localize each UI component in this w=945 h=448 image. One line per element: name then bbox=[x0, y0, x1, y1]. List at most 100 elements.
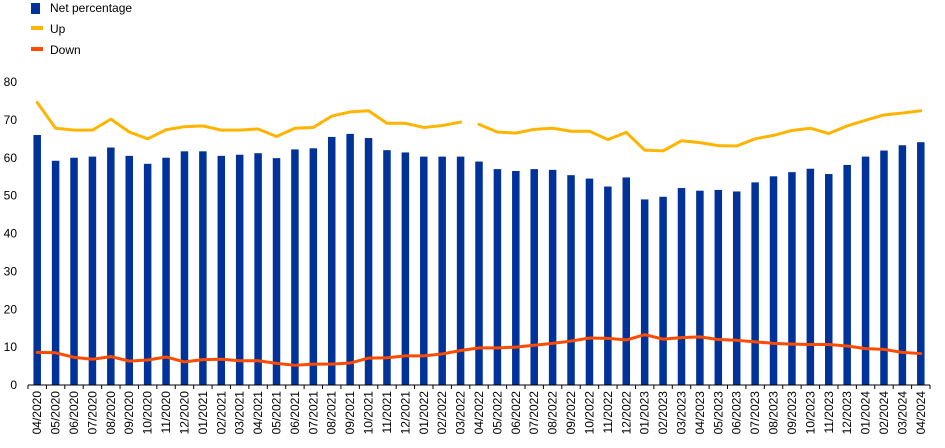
x-tick-label: 05/2022 bbox=[490, 391, 504, 435]
bar-net-percentage bbox=[235, 154, 244, 385]
x-tick-label: 04/2020 bbox=[30, 391, 44, 435]
bar-net-percentage bbox=[420, 156, 428, 385]
x-tick-label: 08/2023 bbox=[767, 391, 781, 435]
x-tick-label: 01/2022 bbox=[417, 391, 431, 435]
legend-item-down: Down bbox=[31, 43, 81, 57]
x-tick-label: 01/2021 bbox=[196, 391, 210, 435]
x-tick-label: 08/2020 bbox=[104, 391, 118, 435]
x-tick-label: 09/2023 bbox=[785, 391, 799, 435]
bar-net-percentage bbox=[125, 155, 133, 385]
x-tick-label: 04/2023 bbox=[693, 391, 707, 435]
x-tick-label: 02/2024 bbox=[877, 391, 891, 435]
bar-net-percentage bbox=[70, 157, 78, 385]
bar-net-percentage bbox=[180, 151, 189, 385]
lines bbox=[35, 100, 923, 367]
bar-net-percentage bbox=[272, 158, 281, 385]
x-tick-label: 02/2022 bbox=[435, 391, 449, 435]
bar-net-percentage bbox=[33, 135, 41, 385]
legend-swatch-bar bbox=[31, 3, 40, 14]
bar-net-percentage bbox=[714, 189, 723, 385]
line-up bbox=[477, 109, 923, 153]
bar-net-percentage bbox=[769, 176, 778, 385]
x-tick-label: 10/2023 bbox=[803, 391, 817, 435]
x-tick-label: 05/2021 bbox=[270, 391, 284, 435]
y-tick-label: 40 bbox=[4, 227, 18, 241]
x-tick-label: 07/2023 bbox=[748, 391, 762, 435]
x-tick-label: 02/2023 bbox=[656, 391, 670, 435]
x-tick-label: 06/2020 bbox=[67, 391, 81, 435]
x-tick-label: 03/2023 bbox=[674, 391, 688, 435]
x-tick-label: 10/2022 bbox=[582, 391, 596, 435]
y-tick-label: 0 bbox=[10, 378, 17, 392]
bar-net-percentage bbox=[88, 156, 97, 385]
x-tick-label: 06/2022 bbox=[509, 391, 523, 435]
bar-net-percentage bbox=[512, 171, 520, 385]
bar-net-percentage bbox=[346, 133, 354, 385]
y-tick-label: 10 bbox=[4, 340, 18, 354]
line-up bbox=[35, 100, 463, 141]
x-tick-label: 07/2021 bbox=[306, 391, 320, 435]
bar-net-percentage bbox=[254, 153, 262, 385]
bar-net-percentage bbox=[327, 136, 336, 385]
y-tick-label: 30 bbox=[4, 264, 18, 278]
x-tick-label: 12/2023 bbox=[840, 391, 854, 435]
x-tick-label: 01/2023 bbox=[638, 391, 652, 435]
x-axis: 04/2020 05/2020 06/2020 07/2020 08/2020 09/20… bbox=[27, 384, 931, 435]
legend-swatch-up bbox=[31, 26, 43, 30]
bar-net-percentage bbox=[309, 148, 318, 385]
x-tick-label: 11/2023 bbox=[822, 391, 836, 434]
bars bbox=[33, 133, 925, 385]
x-tick-label: 11/2022 bbox=[601, 391, 615, 434]
bar-net-percentage bbox=[291, 149, 299, 385]
x-tick-label: 11/2020 bbox=[159, 391, 173, 434]
bar-net-percentage bbox=[383, 150, 391, 385]
bar-net-percentage bbox=[585, 178, 594, 385]
y-tick-label: 60 bbox=[4, 151, 18, 165]
bar-net-percentage bbox=[107, 147, 115, 385]
legend: Net percentage Up Down bbox=[31, 1, 132, 57]
y-axis: 0 10 20 30 40 50 60 70 80 bbox=[4, 75, 18, 392]
x-tick-label: 04/2021 bbox=[251, 391, 265, 435]
bar-net-percentage bbox=[751, 182, 759, 385]
y-tick-label: 70 bbox=[4, 113, 18, 127]
x-tick-label: 08/2021 bbox=[325, 391, 339, 435]
x-tick-label: 05/2023 bbox=[711, 391, 725, 435]
bar-net-percentage bbox=[604, 186, 612, 385]
x-tick-label: 10/2021 bbox=[362, 391, 376, 435]
bar-net-percentage bbox=[898, 145, 907, 385]
x-tick-label: 07/2022 bbox=[527, 391, 541, 435]
bar-net-percentage bbox=[530, 169, 538, 385]
x-tick-label: 04/2024 bbox=[914, 391, 928, 435]
legend-label-up: Up bbox=[50, 22, 66, 36]
x-tick-label: 05/2020 bbox=[49, 391, 63, 435]
x-tick-label: 12/2021 bbox=[398, 391, 412, 435]
bar-net-percentage bbox=[162, 157, 170, 385]
bar-net-percentage bbox=[456, 156, 465, 385]
bar-net-percentage bbox=[825, 174, 833, 385]
bar-net-percentage bbox=[567, 175, 575, 385]
x-tick-label: 08/2022 bbox=[546, 391, 560, 435]
bar-net-percentage bbox=[732, 191, 741, 385]
x-tick-label: 03/2024 bbox=[895, 391, 909, 435]
x-tick-label: 09/2020 bbox=[122, 391, 136, 435]
x-tick-label: 02/2021 bbox=[214, 391, 228, 435]
x-tick-label: 06/2021 bbox=[288, 391, 302, 435]
x-tick-label: 11/2021 bbox=[380, 391, 394, 434]
bar-net-percentage bbox=[677, 188, 686, 385]
y-tick-label: 80 bbox=[4, 75, 18, 89]
bar-net-percentage bbox=[217, 155, 226, 385]
x-tick-label: 09/2021 bbox=[343, 391, 357, 435]
bar-net-percentage bbox=[788, 172, 796, 385]
bar-net-percentage bbox=[438, 156, 446, 385]
bar-net-percentage bbox=[861, 156, 870, 385]
bar-net-percentage bbox=[880, 150, 888, 385]
bar-net-percentage bbox=[806, 168, 815, 385]
x-tick-label: 12/2020 bbox=[177, 391, 191, 435]
legend-swatch-down bbox=[31, 47, 43, 51]
bar-net-percentage bbox=[475, 161, 483, 385]
x-tick-label: 09/2022 bbox=[564, 391, 578, 435]
legend-label-down: Down bbox=[50, 43, 81, 57]
legend-item-net-percentage: Net percentage bbox=[31, 1, 132, 15]
x-tick-label: 07/2020 bbox=[85, 391, 99, 435]
